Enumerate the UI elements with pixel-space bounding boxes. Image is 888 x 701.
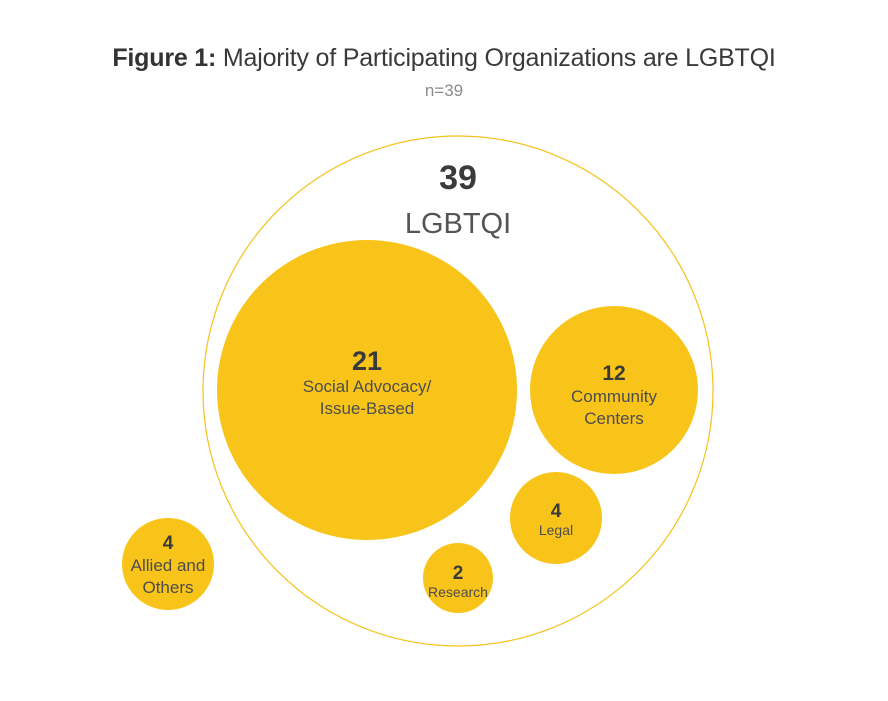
chart-title: Figure 1: Majority of Participating Orga…	[0, 44, 888, 73]
bubble-circle	[423, 543, 493, 613]
container-label: LGBTQI	[405, 208, 511, 240]
bubble-label-line: Research	[428, 584, 488, 600]
bubble-label-line: Social Advocacy/	[303, 377, 432, 396]
bubble-value: 21	[352, 346, 382, 376]
bubble-label-line: Centers	[584, 409, 644, 428]
bubble-label-line: Community	[571, 387, 657, 406]
bubble-label-line: Allied and	[131, 556, 206, 575]
chart-subtitle: n=39	[424, 81, 464, 100]
container-value: 39	[439, 159, 477, 197]
bubble-value: 2	[453, 563, 464, 584]
bubble-label-line: Issue-Based	[320, 399, 415, 418]
chart-title-lead: Figure 1:	[112, 44, 217, 72]
bubble-label-line: Others	[142, 578, 193, 597]
bubble-circle	[530, 306, 698, 474]
title-block: Figure 1: Majority of Participating Orga…	[0, 44, 888, 101]
container-circle	[202, 135, 714, 647]
bubble-value: 4	[551, 501, 562, 522]
bubble-circle	[122, 518, 214, 610]
chart-title-text: Majority of Participating Organizations …	[222, 44, 776, 72]
bubble-value: 12	[602, 362, 625, 385]
bubble-value: 4	[163, 533, 174, 554]
bubble-4: 4 Allied and Others	[122, 518, 214, 610]
bubble-circle	[510, 472, 602, 564]
bubble-label-line: Legal	[539, 522, 573, 538]
bubble-circle	[217, 240, 517, 540]
bubble-1: 12 Community Centers	[530, 306, 698, 474]
